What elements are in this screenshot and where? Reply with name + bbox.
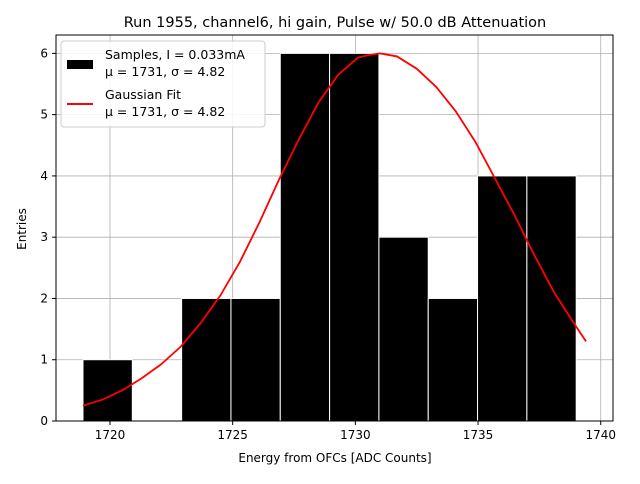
y-tick-label: 2: [40, 291, 48, 305]
ticks-layer: 1720 1725 1730 1735 1740 0 1 2 3 4 5 6: [40, 46, 616, 442]
legend-fit-stats: μ = 1731, σ = 4.82: [105, 104, 225, 119]
legend-fit-label: Gaussian Fit: [105, 87, 181, 102]
y-tick-label: 0: [40, 414, 48, 428]
x-tick-label: 1720: [95, 428, 126, 442]
legend-bar-swatch: [67, 60, 93, 69]
bars-layer: [82, 52, 577, 422]
legend-histogram-label: Samples, I = 0.033mA: [105, 47, 245, 62]
x-tick-label: 1740: [585, 428, 616, 442]
x-tick-label: 1725: [217, 428, 248, 442]
fit-layer: [82, 52, 587, 407]
histogram-bar: [477, 175, 528, 422]
plot-frame: [55, 34, 614, 422]
legend-frame: [60, 40, 266, 128]
legend-histogram-stats: μ = 1731, σ = 4.82: [105, 64, 225, 79]
y-tick-label: 6: [40, 46, 48, 60]
histogram-bar: [329, 52, 380, 422]
histogram-bar: [230, 297, 281, 422]
chart-title: Run 1955, channel6, hi gain, Pulse w/ 50…: [124, 15, 547, 31]
histogram-bar: [378, 236, 429, 422]
histogram-bar: [181, 297, 232, 422]
legend: Samples, I = 0.033mA μ = 1731, σ = 4.82 …: [60, 40, 266, 128]
y-tick-label: 1: [40, 353, 48, 367]
y-tick-label: 3: [40, 230, 48, 244]
x-tick-label: 1735: [463, 428, 494, 442]
y-axis-label: Entries: [15, 208, 29, 250]
histogram-bar: [427, 297, 479, 422]
histogram-bar: [526, 175, 577, 422]
y-tick-label: 5: [40, 108, 48, 122]
y-tick-label: 4: [40, 169, 48, 183]
x-axis-label: Energy from OFCs [ADC Counts]: [238, 451, 431, 465]
gaussian-fit-line: [82, 52, 587, 407]
histogram-bar: [82, 359, 133, 422]
histogram-bar: [279, 52, 331, 422]
x-tick-label: 1730: [340, 428, 371, 442]
